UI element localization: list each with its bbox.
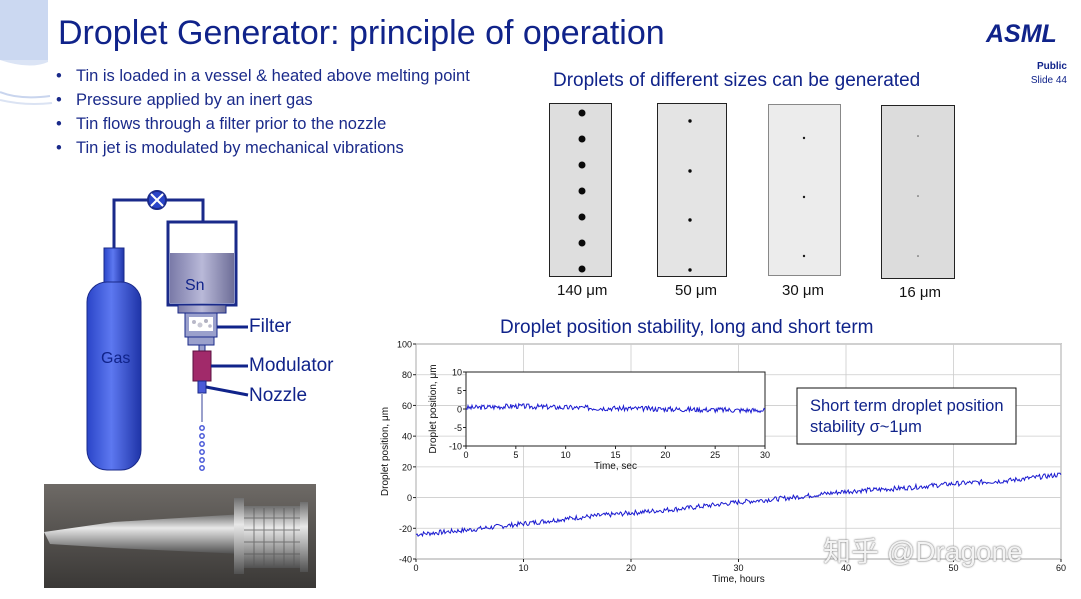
slide-meta: Public Slide 44 (1031, 60, 1067, 88)
y-axis-label: Droplet position, μm (380, 407, 391, 496)
droplet-generator-schematic (86, 190, 249, 471)
series-line (415, 472, 1062, 538)
bullet-item: Tin is loaded in a vessel & heated above… (56, 64, 470, 88)
y-tick-label: 0 (457, 405, 462, 415)
x-axis-label: Time, hours (712, 574, 764, 585)
slide-decoration (0, 0, 53, 105)
y-tick-label: 5 (457, 386, 462, 396)
y-tick-label: 20 (402, 462, 412, 472)
droplet-panel-16um (881, 105, 955, 279)
y-tick-label: 100 (397, 340, 412, 350)
bullet-item: Tin jet is modulated by mechanical vibra… (56, 136, 470, 160)
filter-element (184, 312, 218, 346)
tin-vessel (166, 220, 238, 314)
chart-title: Droplet position stability, long and sho… (500, 317, 874, 338)
modulator-label: Modulator (249, 355, 334, 376)
classification-label: Public (1036, 61, 1067, 72)
x-tick-label: 25 (710, 450, 720, 460)
slide-number: Slide 44 (1030, 75, 1067, 86)
y-tick-label: -20 (399, 524, 412, 534)
y-tick-label: -10 (449, 442, 462, 452)
droplets-title: Droplets of different sizes can be gener… (553, 70, 921, 91)
droplet-caption: 50 μm (675, 282, 717, 299)
x-tick-label: 30 (760, 450, 770, 460)
y-tick-label: 80 (402, 370, 412, 380)
sn-label: Sn (185, 277, 205, 294)
droplet-panel-50um (657, 103, 727, 277)
droplet-panel-image (688, 119, 692, 272)
x-tick-label: 5 (513, 450, 518, 460)
x-tick-label: 10 (518, 563, 528, 573)
watermark-text: 知乎 @Dragone (823, 536, 1023, 567)
generator-photo (44, 484, 316, 588)
bullet-item: Pressure applied by an inert gas (56, 88, 470, 112)
y-tick-label: 60 (402, 401, 412, 411)
x-tick-label: 40 (841, 563, 851, 573)
x-tick-label: 10 (561, 450, 571, 460)
droplet-panel-image (802, 136, 806, 258)
y-tick-label: -5 (454, 423, 462, 433)
x-tick-label: 20 (626, 563, 636, 573)
x-tick-label: 20 (660, 450, 670, 460)
gas-cylinder (86, 247, 142, 471)
droplet-caption: 16 μm (899, 284, 941, 301)
x-axis-label: Time, sec (594, 461, 637, 472)
x-tick-label: 0 (413, 563, 418, 573)
modulator-element (192, 350, 212, 382)
droplet-panel-140um (549, 103, 612, 277)
droplet-panel-30um (768, 104, 841, 276)
x-tick-label: 50 (948, 563, 958, 573)
x-tick-label: 60 (1056, 563, 1066, 573)
nozzle-label: Nozzle (249, 385, 308, 406)
y-tick-label: 40 (402, 432, 412, 442)
series-line (465, 402, 766, 415)
bullet-item: Tin flows through a filter prior to the … (56, 112, 470, 136)
annotation-box (796, 387, 1017, 445)
y-tick-label: 0 (407, 493, 412, 503)
asml-logo: ASML (986, 20, 1057, 48)
y-tick-label: 10 (452, 368, 462, 378)
filter-label: Filter (249, 316, 292, 337)
droplet-caption: 30 μm (782, 282, 824, 299)
droplet-panel-image (917, 135, 919, 257)
droplet-stream (199, 425, 205, 471)
stability-annotation: Short term droplet position stability σ~… (810, 397, 1004, 436)
bullet-list: Tin is loaded in a vessel & heated above… (56, 64, 470, 160)
x-tick-label: 30 (733, 563, 743, 573)
valve-icon (147, 190, 167, 210)
y-tick-label: -40 (399, 555, 412, 565)
gas-label: Gas (101, 350, 131, 367)
slide-title: Droplet Generator: principle of operatio… (58, 14, 665, 52)
y-axis-label: Droplet position, μm (428, 364, 439, 453)
x-tick-label: 0 (463, 450, 468, 460)
droplet-caption: 140 μm (557, 282, 608, 299)
droplet-panel-image (578, 109, 586, 273)
x-tick-label: 15 (610, 450, 620, 460)
